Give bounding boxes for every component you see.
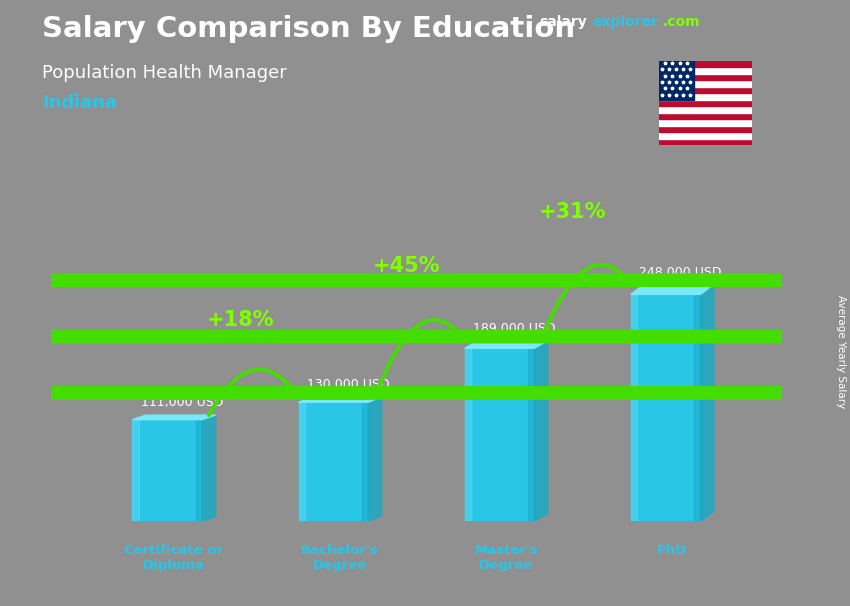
Text: salary: salary (540, 15, 587, 29)
Bar (659, 132, 752, 139)
Text: Master's
Degree: Master's Degree (474, 544, 538, 572)
Text: +18%: +18% (207, 310, 275, 330)
Text: Certificate or
Diploma: Certificate or Diploma (124, 544, 224, 572)
Polygon shape (700, 284, 714, 521)
Polygon shape (535, 341, 547, 521)
Text: 189,000 USD: 189,000 USD (473, 322, 556, 335)
Polygon shape (0, 387, 850, 399)
Polygon shape (465, 348, 471, 521)
Polygon shape (196, 420, 202, 521)
Text: Salary Comparison By Education: Salary Comparison By Education (42, 15, 575, 43)
Bar (659, 139, 752, 145)
Text: 111,000 USD: 111,000 USD (141, 396, 223, 410)
Polygon shape (0, 274, 850, 287)
Text: +31%: +31% (539, 202, 606, 222)
Text: Indiana: Indiana (42, 94, 117, 112)
Polygon shape (298, 402, 305, 521)
Polygon shape (298, 402, 368, 521)
Text: 130,000 USD: 130,000 USD (307, 378, 389, 391)
Polygon shape (465, 348, 535, 521)
Bar (659, 87, 752, 93)
Bar (659, 61, 752, 67)
Bar (659, 74, 752, 80)
Bar (659, 113, 752, 119)
Polygon shape (694, 295, 700, 521)
Text: explorer: explorer (592, 15, 658, 29)
Text: +45%: +45% (372, 256, 440, 276)
Bar (659, 80, 752, 87)
Text: PhD: PhD (657, 544, 688, 557)
Polygon shape (631, 295, 638, 521)
Bar (659, 100, 752, 106)
Polygon shape (631, 295, 700, 521)
Polygon shape (528, 348, 535, 521)
Polygon shape (0, 330, 850, 343)
Bar (659, 126, 752, 132)
Text: Bachelor's
Degree: Bachelor's Degree (301, 544, 379, 572)
Text: 248,000 USD: 248,000 USD (639, 265, 722, 279)
Polygon shape (133, 415, 215, 420)
Polygon shape (465, 341, 547, 348)
Bar (659, 61, 694, 100)
Polygon shape (202, 415, 215, 521)
Bar (659, 119, 752, 126)
Polygon shape (361, 402, 368, 521)
Polygon shape (133, 420, 139, 521)
Polygon shape (133, 420, 202, 521)
Bar (659, 67, 752, 74)
Polygon shape (631, 284, 714, 295)
Bar (659, 93, 752, 100)
Polygon shape (368, 397, 382, 521)
Text: Average Yearly Salary: Average Yearly Salary (836, 295, 846, 408)
Bar (659, 106, 752, 113)
Text: Population Health Manager: Population Health Manager (42, 64, 287, 82)
Polygon shape (298, 397, 382, 402)
Text: .com: .com (662, 15, 700, 29)
